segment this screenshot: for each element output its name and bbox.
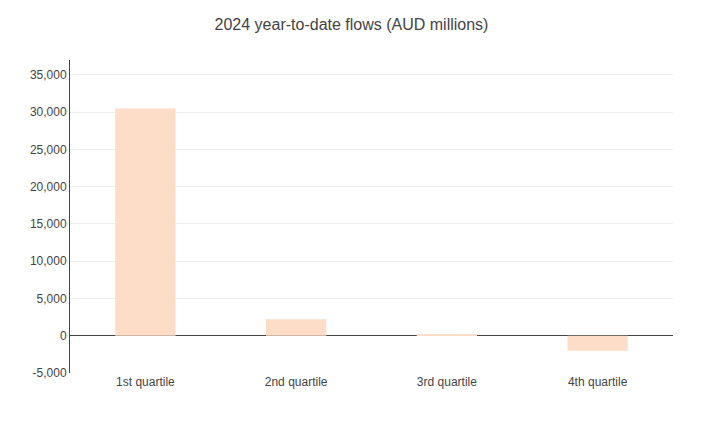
svg-text:25,000: 25,000 bbox=[30, 143, 67, 157]
svg-text:2024 year-to-date flows (AUD m: 2024 year-to-date flows (AUD millions) bbox=[215, 16, 489, 33]
svg-text:5,000: 5,000 bbox=[37, 292, 67, 306]
svg-text:20,000: 20,000 bbox=[30, 180, 67, 194]
svg-text:15,000: 15,000 bbox=[30, 217, 67, 231]
svg-text:0: 0 bbox=[60, 329, 67, 343]
svg-text:-5,000: -5,000 bbox=[33, 366, 67, 380]
svg-text:30,000: 30,000 bbox=[30, 105, 67, 119]
svg-text:35,000: 35,000 bbox=[30, 68, 67, 82]
svg-text:2nd quartile: 2nd quartile bbox=[265, 375, 328, 389]
svg-text:3rd quartile: 3rd quartile bbox=[417, 375, 477, 389]
svg-text:4th quartile: 4th quartile bbox=[568, 375, 628, 389]
svg-text:10,000: 10,000 bbox=[30, 254, 67, 268]
svg-text:1st quartile: 1st quartile bbox=[116, 375, 175, 389]
